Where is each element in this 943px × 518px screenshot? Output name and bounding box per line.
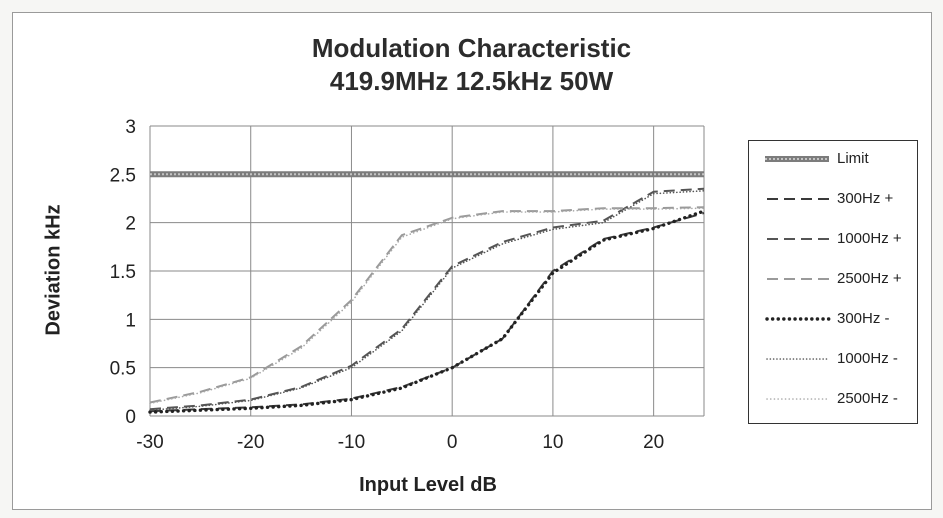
legend-swatch [767, 278, 829, 280]
x-tick-label: -30 [136, 432, 163, 453]
chart-subtitle: 419.9MHz 12.5kHz 50W [329, 66, 614, 96]
x-tick-label: 10 [542, 432, 563, 453]
legend-label: 300Hz - [837, 310, 890, 327]
legend-label: 300Hz + [837, 190, 894, 207]
legend-item: 1000Hz - [749, 347, 917, 371]
legend-swatch [767, 238, 829, 240]
legend-swatch [766, 398, 830, 400]
y-tick-label: 1 [125, 310, 136, 331]
legend-swatch [767, 198, 829, 200]
legend-item: 1000Hz + [749, 227, 917, 251]
y-tick-label: 0.5 [110, 359, 136, 380]
y-tick-label: 0 [125, 407, 136, 428]
legend-swatch [765, 156, 829, 162]
x-tick-label: -10 [338, 432, 365, 453]
legend-item: 300Hz - [749, 307, 917, 331]
legend: Limit 300Hz + 1000Hz + 2500Hz + 300Hz - 1000H… [748, 140, 918, 424]
series-line-2500hz [149, 207, 705, 405]
legend-label: 2500Hz - [837, 390, 898, 407]
legend-swatch [765, 317, 831, 321]
legend-item: 2500Hz + [749, 267, 917, 291]
series-line-1000hz [149, 190, 705, 412]
legend-label: Limit [837, 150, 869, 167]
legend-swatch [766, 358, 830, 360]
series-line-300hz [148, 209, 706, 414]
y-axis-label: Deviation kHz [42, 204, 65, 336]
legend-label: 1000Hz - [837, 350, 898, 367]
series-line-1000hz [149, 187, 705, 411]
y-tick-label: 2.5 [110, 165, 136, 186]
x-tick-label: -20 [237, 432, 264, 453]
grid-lines [149, 125, 705, 417]
series-layer [148, 171, 706, 414]
legend-item: 300Hz + [749, 187, 917, 211]
x-axis-label: Input Level dB [359, 474, 497, 496]
chart-title: Modulation Characteristic [311, 33, 632, 63]
y-tick-label: 2 [125, 214, 136, 235]
x-tick-label: 20 [643, 432, 664, 453]
series-line-2500hz [149, 206, 705, 404]
tick-labels: 0 0.5 1 1.5 2 2.5 3 -30 -20 -10 0 10 20 [110, 117, 665, 453]
legend-label: 2500Hz + [837, 270, 902, 287]
x-tick-label: 0 [447, 432, 458, 453]
legend-label: 1000Hz + [837, 230, 902, 247]
y-tick-label: 1.5 [110, 262, 136, 283]
legend-item: 2500Hz - [749, 387, 917, 411]
legend-item: Limit [749, 147, 917, 171]
y-tick-label: 3 [125, 117, 136, 138]
